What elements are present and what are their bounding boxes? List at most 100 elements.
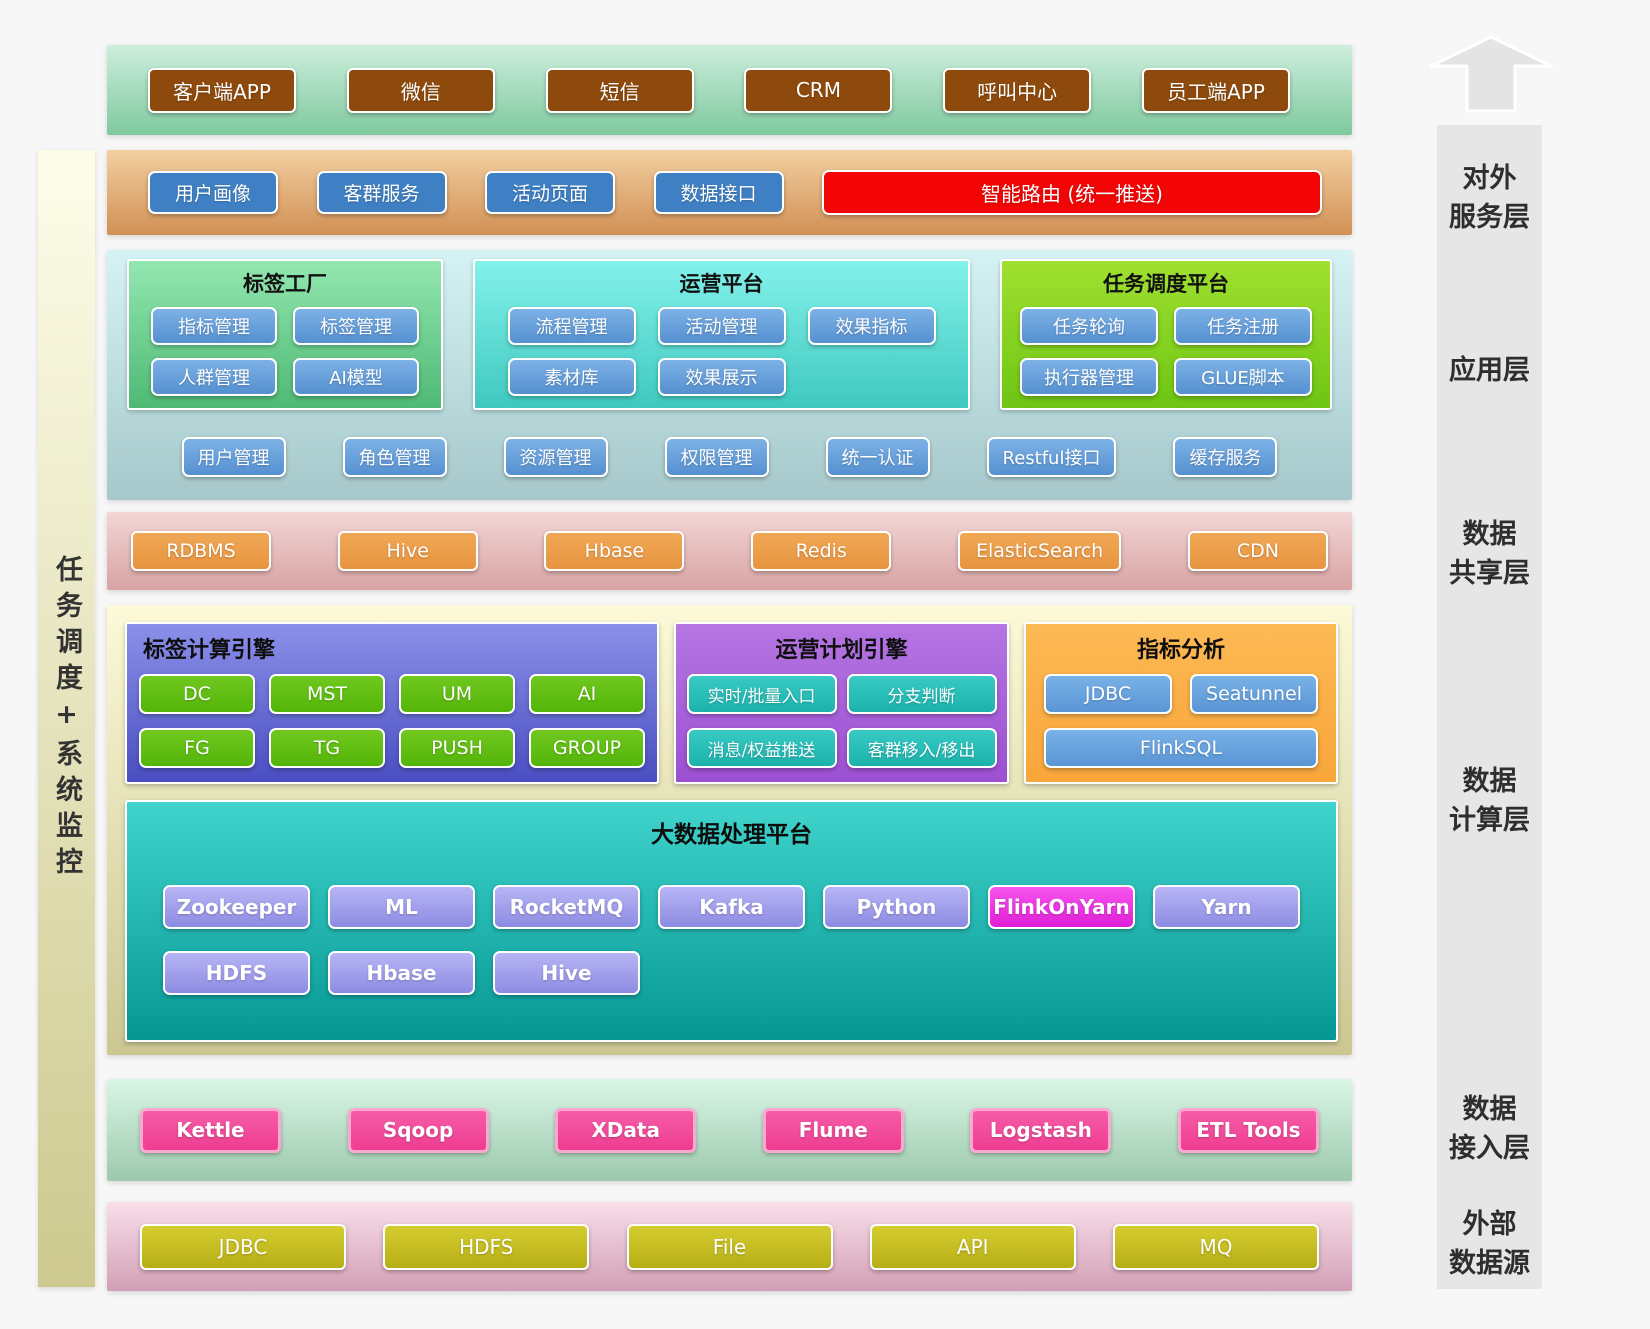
layer-label-line: 对外 (1462, 163, 1517, 194)
block-crowd-mgmt: 人群管理 (151, 358, 277, 396)
block-dc: DC (139, 674, 255, 714)
block-role-mgmt: 角色管理 (342, 437, 447, 477)
group-title: 任务调度平台 (1103, 272, 1229, 296)
layer-label-line: 接入层 (1449, 1133, 1530, 1165)
layer-label-line: 应用层 (1449, 355, 1530, 386)
service-block-customer-group: 客群服务 (316, 171, 447, 214)
block-src-hdfs: HDFS (383, 1223, 590, 1270)
layer-label-external-sources: 外部 数据源 (1437, 1205, 1542, 1283)
service-block-activity-page: 活动页面 (485, 171, 615, 214)
block-jdbc: JDBC (1044, 674, 1172, 714)
block-flume: Flume (762, 1107, 904, 1153)
block-push: PUSH (399, 728, 515, 768)
data-sharing-row: RDBMS Hive Hbase Redis ElasticSearch CDN (107, 512, 1352, 590)
block-hbase: Hbase (544, 531, 685, 571)
block-rocketmq: RocketMQ (493, 885, 640, 929)
group-grid: 实时/批量入口 分支判断 消息/权益推送 客群移入/移出 (676, 674, 1007, 768)
block-seatunnel: Seatunnel (1190, 674, 1318, 714)
layer-label-line: 服务层 (1449, 202, 1530, 234)
application-common-row: 用户管理 角色管理 资源管理 权限管理 统一认证 Restful接口 缓存服务 (107, 410, 1352, 477)
layer-band-data-ingestion: Kettle Sqoop XData Flume Logstash ETL To… (107, 1079, 1352, 1181)
layer-label-line: 数据 (1462, 519, 1517, 550)
channel-block-call-center: 呼叫中心 (943, 67, 1092, 113)
layer-band-data-sharing: RDBMS Hive Hbase Redis ElasticSearch CDN (107, 512, 1352, 590)
block-effect-metric: 效果指标 (807, 307, 936, 345)
layer-label-line: 数据源 (1449, 1248, 1530, 1280)
block-flinkonyarn: FlinkOnYarn (988, 885, 1135, 929)
block-hive2: Hive (493, 951, 640, 995)
layer-band-external-sources: JDBC HDFS File API MQ (107, 1202, 1352, 1291)
block-group-move: 客群移入/移出 (846, 728, 997, 768)
group-grid: 指标管理 标签管理 人群管理 AI模型 (129, 307, 441, 396)
group-metric-analysis: 指标分析 JDBC Seatunnel FlinkSQL (1024, 622, 1338, 784)
block-src-api: API (869, 1223, 1076, 1270)
engines-row: 标签计算引擎 DC MST UM AI FG TG PUSH GROUP 运营计… (107, 605, 1352, 784)
block-sqoop: Sqoop (347, 1107, 489, 1153)
block-hive: Hive (337, 531, 478, 571)
layer-label-data-computing: 数据 计算层 (1437, 762, 1542, 840)
group-grid: Zookeeper ML RocketMQ Kafka Python Flink… (127, 849, 1336, 995)
block-src-mq: MQ (1113, 1223, 1319, 1270)
block-xdata: XData (555, 1107, 697, 1153)
external-sources-row: JDBC HDFS File API MQ (107, 1202, 1352, 1291)
group-title: 运营计划引擎 (775, 638, 908, 663)
group-tag-compute-engine: 标签计算引擎 DC MST UM AI FG TG PUSH GROUP (125, 622, 659, 784)
layer-label-application: 应用层 (1437, 351, 1542, 390)
block-kettle: Kettle (140, 1107, 281, 1153)
block-yarn: Yarn (1153, 885, 1300, 929)
group-tag-factory: 标签工厂 指标管理 标签管理 人群管理 AI模型 (127, 259, 443, 410)
application-groups: 标签工厂 指标管理 标签管理 人群管理 AI模型 运营平台 流程管理 活动管理 … (107, 250, 1352, 410)
block-cdn: CDN (1187, 531, 1328, 571)
block-effect-display: 效果展示 (657, 358, 786, 396)
layer-label-line: 数据 (1462, 1094, 1517, 1125)
left-rail-label: 任务调度+系统监控 (51, 554, 82, 883)
block-hbase2: Hbase (328, 951, 475, 995)
block-ai-model: AI模型 (293, 358, 419, 396)
block-mst: MST (269, 674, 385, 714)
up-arrow-icon (1429, 35, 1553, 113)
layer-label-data-ingestion: 数据 接入层 (1437, 1090, 1542, 1168)
block-ml: ML (328, 885, 475, 929)
data-ingestion-row: Kettle Sqoop XData Flume Logstash ETL To… (107, 1079, 1352, 1181)
block-metric-mgmt: 指标管理 (151, 307, 277, 345)
block-glue-script: GLUE脚本 (1174, 358, 1312, 396)
block-tag-mgmt: 标签管理 (293, 307, 419, 345)
group-ops-plan-engine: 运营计划引擎 实时/批量入口 分支判断 消息/权益推送 客群移入/移出 (674, 622, 1009, 784)
channel-row: 客户端APP 微信 短信 CRM 呼叫中心 员工端APP (107, 45, 1352, 135)
block-message-benefit-push: 消息/权益推送 (686, 728, 837, 768)
block-etl-tools: ETL Tools (1177, 1107, 1319, 1153)
layer-label-external-service: 对外 服务层 (1437, 159, 1542, 237)
layer-label-data-sharing: 数据 共享层 (1437, 515, 1542, 593)
block-tg: TG (269, 728, 385, 768)
group-ops-platform: 运营平台 流程管理 活动管理 效果指标 素材库 效果展示 (473, 259, 970, 410)
block-restful-api: Restful接口 (986, 437, 1117, 477)
block-task-polling: 任务轮询 (1020, 307, 1158, 345)
layer-label-line: 数据 (1462, 766, 1517, 797)
channel-block-client-app: 客户端APP (148, 67, 296, 113)
block-group: GROUP (529, 728, 645, 768)
right-rail-layer-labels: 对外 服务层 应用层 数据 共享层 数据 计算层 数据 接入层 外部 数据源 (1437, 125, 1542, 1289)
layer-label-line: 共享层 (1449, 558, 1530, 590)
service-block-smart-routing: 智能路由 (统一推送) (822, 170, 1322, 215)
block-user-mgmt: 用户管理 (181, 437, 286, 477)
external-service-row: 用户画像 客群服务 活动页面 数据接口 智能路由 (统一推送) (107, 150, 1352, 235)
block-realtime-batch-entry: 实时/批量入口 (686, 674, 837, 714)
service-block-user-profile: 用户画像 (148, 171, 278, 214)
layer-band-data-computing: 标签计算引擎 DC MST UM AI FG TG PUSH GROUP 运营计… (107, 605, 1352, 1055)
channel-block-crm: CRM (744, 67, 893, 113)
block-redis: Redis (751, 531, 892, 571)
group-title: 指标分析 (1136, 638, 1225, 663)
block-process-mgmt: 流程管理 (507, 307, 636, 345)
block-unified-auth: 统一认证 (825, 437, 930, 477)
layer-label-line: 计算层 (1449, 805, 1530, 837)
block-fg: FG (139, 728, 255, 768)
block-kafka: Kafka (658, 885, 805, 929)
group-title: 标签计算引擎 (143, 638, 276, 663)
block-src-file: File (626, 1223, 833, 1270)
block-material-lib: 素材库 (507, 358, 636, 396)
group-grid: 任务轮询 任务注册 执行器管理 GLUE脚本 (1002, 307, 1330, 396)
channel-block-wechat: 微信 (346, 67, 495, 113)
group-title: 标签工厂 (243, 272, 327, 296)
layer-band-external-service: 用户画像 客群服务 活动页面 数据接口 智能路由 (统一推送) (107, 150, 1352, 235)
